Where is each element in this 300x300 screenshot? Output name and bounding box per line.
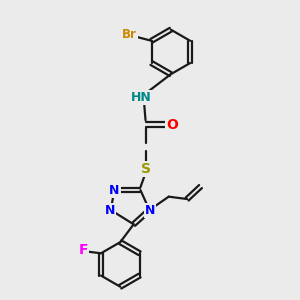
Text: N: N — [145, 203, 155, 217]
Text: N: N — [105, 203, 116, 217]
Text: N: N — [109, 184, 119, 196]
Text: F: F — [78, 243, 88, 257]
Text: S: S — [140, 162, 151, 176]
Text: HN: HN — [131, 92, 152, 104]
Text: Br: Br — [122, 28, 136, 41]
Text: O: O — [167, 118, 178, 132]
